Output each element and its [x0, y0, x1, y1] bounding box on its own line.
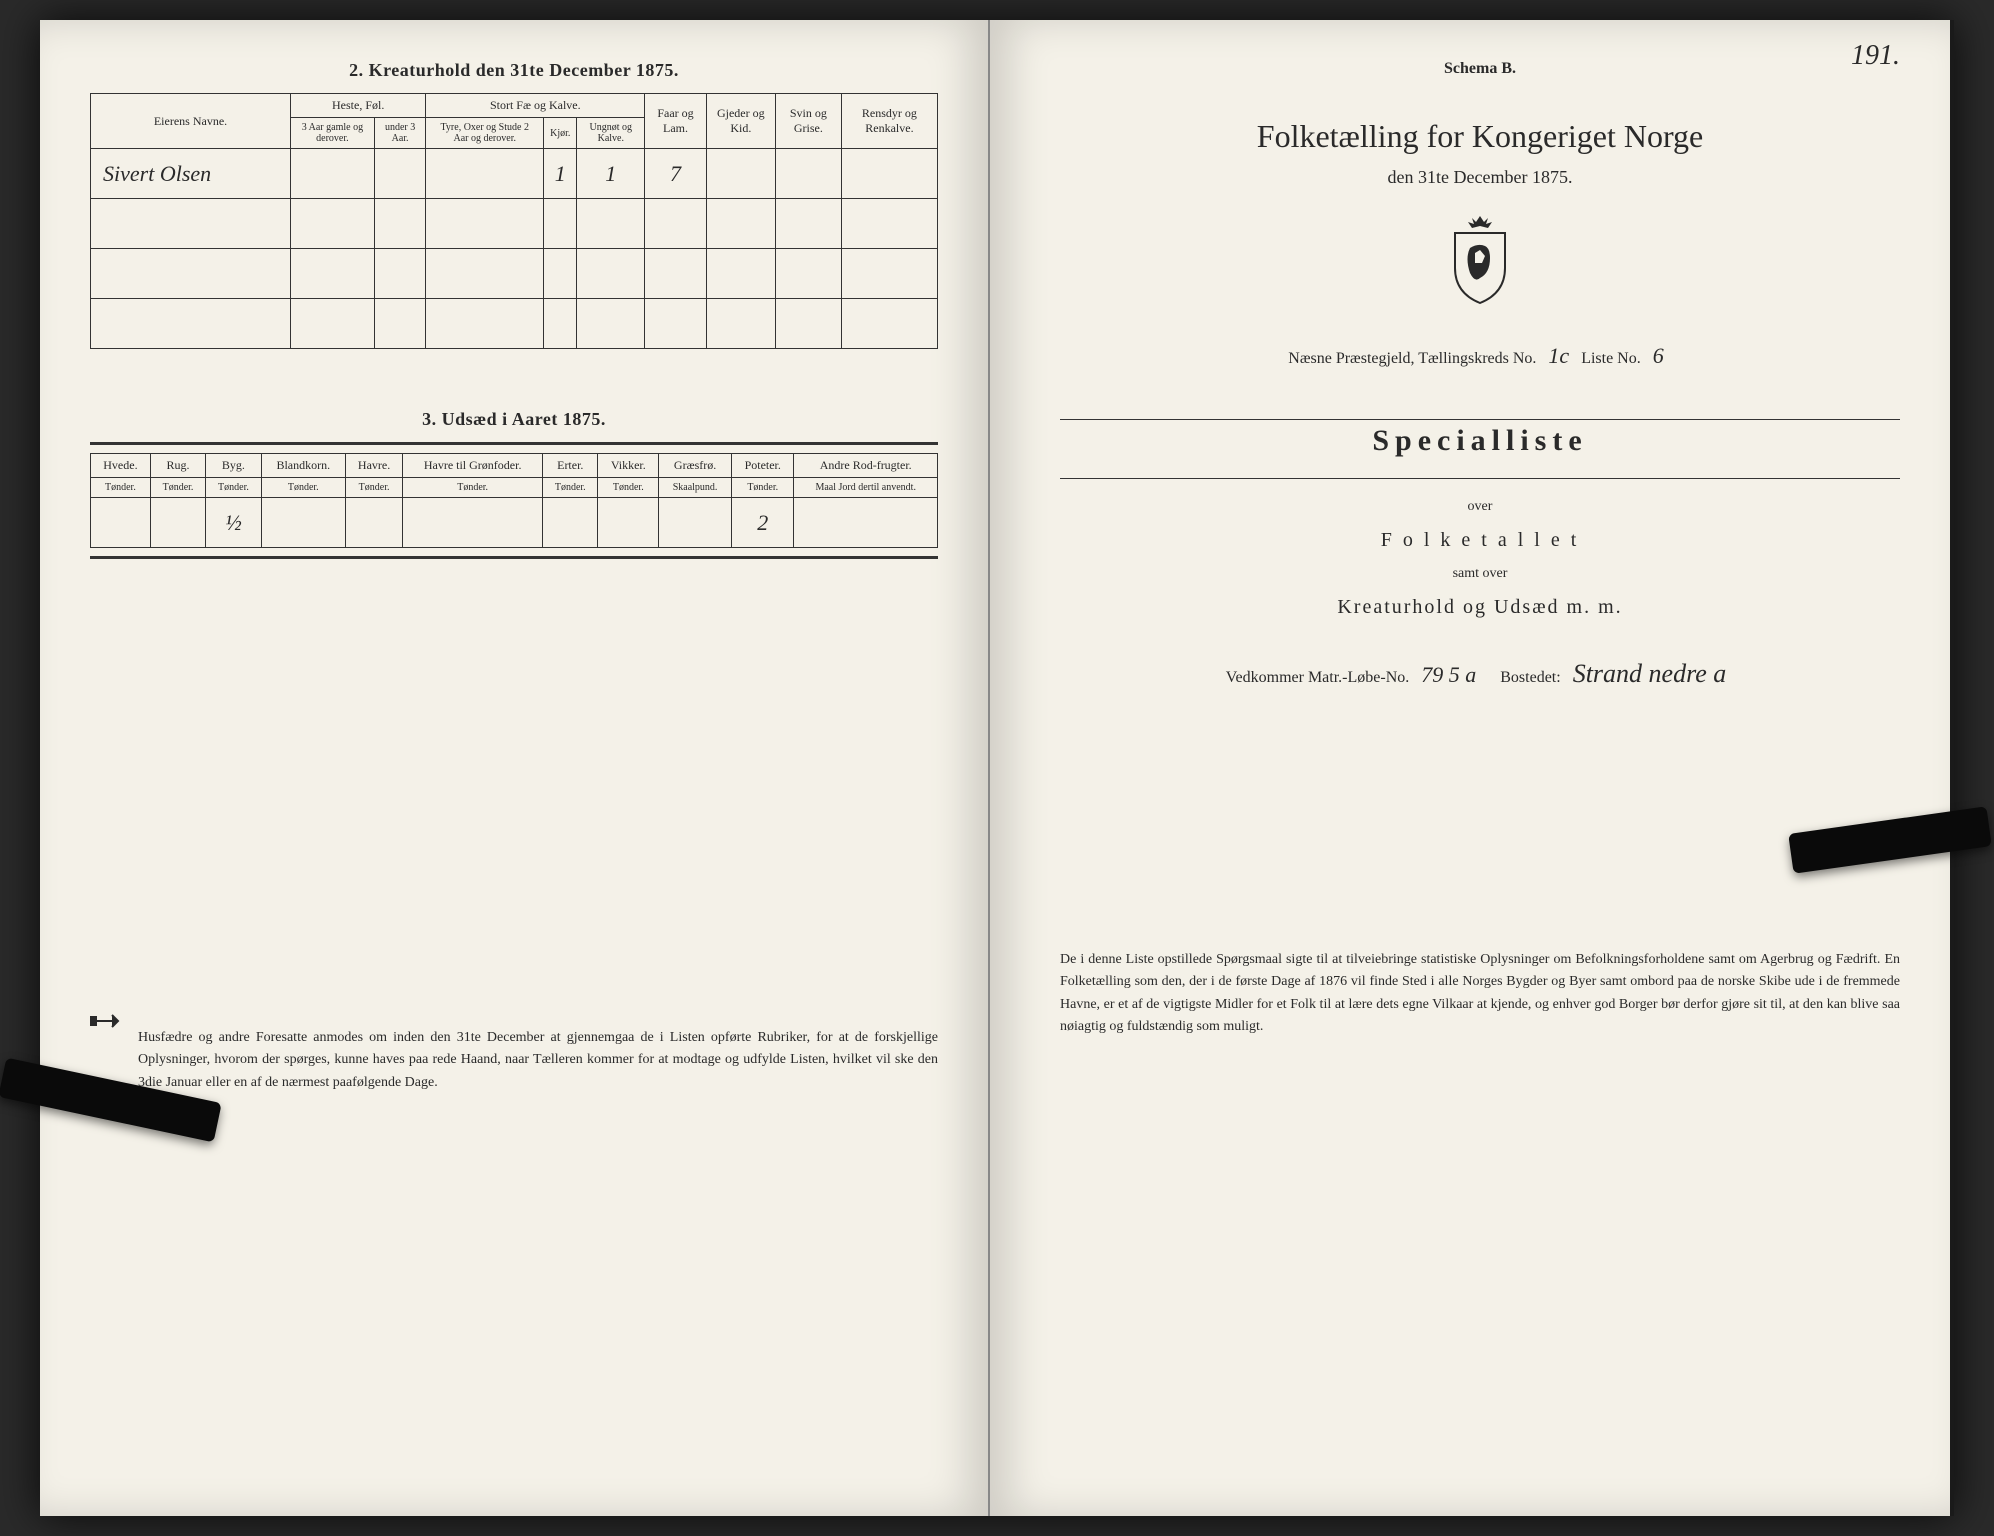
livestock-table: Eierens Navne. Heste, Føl. Stort Fæ og K…	[90, 93, 938, 349]
right-page: 191. Schema B. Folketælling for Kongerig…	[990, 20, 1950, 1516]
col-byg: Byg.	[206, 454, 261, 478]
left-footnote: Husfædre og andre Foresatte anmodes om i…	[90, 1007, 938, 1094]
unit-maal: Maal Jord dertil anvendt.	[794, 478, 938, 498]
coat-of-arms-icon	[1060, 208, 1900, 313]
section3-title: 3. Udsæd i Aaret 1875.	[90, 409, 938, 430]
col-cattle-c: Ungnøt og Kalve.	[577, 118, 645, 149]
table-row: ½ 2	[91, 498, 938, 548]
table-row	[91, 249, 938, 299]
divider	[90, 442, 938, 445]
col-rug: Rug.	[150, 454, 205, 478]
col-pig: Svin og Grise.	[775, 94, 841, 149]
table-row	[91, 199, 938, 249]
col-sheep: Faar og Lam.	[645, 94, 707, 149]
meta-line: Næsne Præstegjeld, Tællingskreds No. 1c …	[1060, 343, 1900, 369]
divider	[90, 556, 938, 559]
col-cattle-b: Kjør.	[544, 118, 577, 149]
col-andre: Andre Rod-frugter.	[794, 454, 938, 478]
liste-value: 6	[1645, 343, 1672, 368]
folketallet-label: F o l k e t a l l e t	[1060, 529, 1900, 552]
bosted-label: Bostedet:	[1500, 669, 1560, 686]
kreds-value: 1c	[1540, 343, 1577, 368]
col-havre: Havre.	[345, 454, 402, 478]
sowing-table: Hvede. Rug. Byg. Blandkorn. Havre. Havre…	[90, 453, 938, 548]
prestegjeld-label: Næsne Præstegjeld, Tællingskreds No.	[1288, 350, 1536, 367]
col-horse-a: 3 Aar gamle og derover.	[291, 118, 375, 149]
cell-byg: ½	[206, 498, 261, 548]
col-graesfro: Græsfrø.	[659, 454, 732, 478]
kreatur-label: Kreaturhold og Udsæd m. m.	[1060, 596, 1900, 619]
subtitle: den 31te December 1875.	[1060, 167, 1900, 188]
matr-label: Vedkommer Matr.-Løbe-No.	[1226, 669, 1410, 686]
col-hvede: Hvede.	[91, 454, 151, 478]
cell-faar: 7	[645, 149, 707, 199]
book-spread: 2. Kreaturhold den 31te December 1875. E…	[40, 20, 1954, 1516]
liste-label: Liste No.	[1581, 350, 1641, 367]
table-row: Sivert Olsen 1 1 7	[91, 149, 938, 199]
bosted-value: Strand nedre a	[1565, 659, 1735, 688]
owner-name: Sivert Olsen	[91, 149, 291, 199]
col-poteter: Poteter.	[732, 454, 794, 478]
col-goat: Gjeder og Kid.	[706, 94, 775, 149]
pointing-hand-icon	[90, 1011, 126, 1036]
col-havre-gron: Havre til Grønfoder.	[403, 454, 543, 478]
unit-tonder: Tønder.	[91, 478, 151, 498]
col-blandkorn: Blandkorn.	[261, 454, 345, 478]
col-horse-b: under 3 Aar.	[374, 118, 426, 149]
col-horse-group: Heste, Føl.	[291, 94, 426, 118]
col-cattle-group: Stort Fæ og Kalve.	[426, 94, 645, 118]
section2-title: 2. Kreaturhold den 31te December 1875.	[90, 60, 938, 81]
cell-poteter: 2	[732, 498, 794, 548]
cell-ungnot: 1	[577, 149, 645, 199]
page-number: 191.	[1851, 40, 1900, 72]
specialliste-title: Specialliste	[1060, 424, 1900, 458]
over-label: over	[1060, 499, 1900, 515]
samt-label: samt over	[1060, 566, 1900, 582]
footnote-text: Husfædre og andre Foresatte anmodes om i…	[138, 1027, 938, 1094]
right-footnote: De i denne Liste opstillede Spørgsmaal s…	[1060, 949, 1900, 1039]
table-row	[91, 299, 938, 349]
col-reindeer: Rensdyr og Renkalve.	[841, 94, 937, 149]
unit-skaalpund: Skaalpund.	[659, 478, 732, 498]
matr-value: 79 5 a	[1413, 662, 1484, 687]
col-cattle-a: Tyre, Oxer og Stude 2 Aar og derover.	[426, 118, 544, 149]
col-erter: Erter.	[543, 454, 598, 478]
cell-kjor: 1	[544, 149, 577, 199]
main-title: Folketælling for Kongeriget Norge	[1060, 118, 1900, 155]
vedkommer-line: Vedkommer Matr.-Løbe-No. 79 5 a Bostedet…	[1060, 659, 1900, 689]
col-owner: Eierens Navne.	[91, 94, 291, 149]
left-page: 2. Kreaturhold den 31te December 1875. E…	[40, 20, 990, 1516]
col-vikker: Vikker.	[598, 454, 659, 478]
schema-label: Schema B.	[1060, 60, 1900, 78]
